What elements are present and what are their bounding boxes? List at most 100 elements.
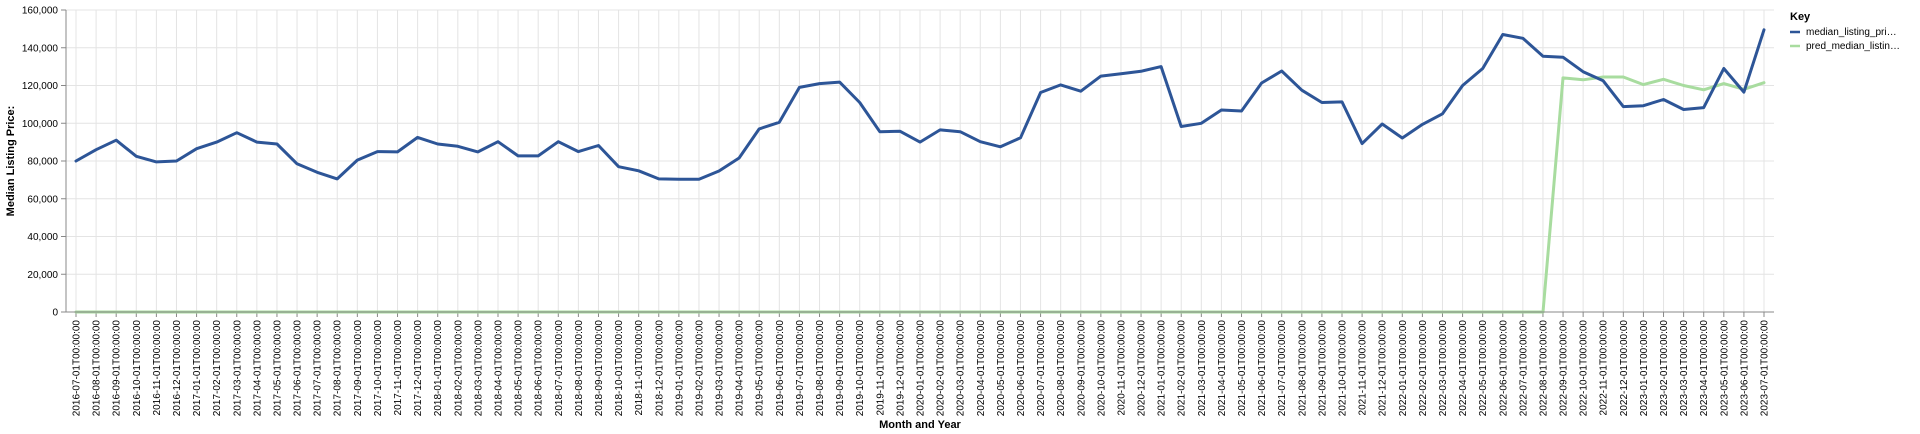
x-tick-label: 2018-02-01T00:00:00 bbox=[453, 320, 464, 417]
x-tick-label: 2018-09-01T00:00:00 bbox=[594, 320, 605, 417]
x-tick-label: 2018-04-01T00:00:00 bbox=[494, 320, 505, 417]
x-tick-label: 2019-08-01T00:00:00 bbox=[815, 320, 826, 417]
legend: Key median_listing_pri… pred_median_listi… bbox=[1790, 11, 1900, 52]
x-tick-label: 2020-05-01T00:00:00 bbox=[996, 320, 1007, 417]
x-tick-label: 2019-07-01T00:00:00 bbox=[795, 320, 806, 417]
x-tick-label: 2018-01-01T00:00:00 bbox=[433, 320, 444, 417]
x-tick-label: 2020-09-01T00:00:00 bbox=[1076, 320, 1087, 417]
x-tick-label: 2019-05-01T00:00:00 bbox=[755, 320, 766, 417]
x-tick-label: 2020-06-01T00:00:00 bbox=[1016, 320, 1027, 417]
x-tick-label: 2022-10-01T00:00:00 bbox=[1579, 320, 1590, 417]
x-tick-label: 2022-03-01T00:00:00 bbox=[1438, 320, 1449, 417]
x-tick-label: 2020-03-01T00:00:00 bbox=[956, 320, 967, 417]
x-tick-label: 2020-11-01T00:00:00 bbox=[1116, 320, 1127, 416]
x-tick-label: 2022-08-01T00:00:00 bbox=[1538, 320, 1549, 417]
y-tick-label: 20,000 bbox=[27, 270, 58, 281]
x-tick-label: 2021-09-01T00:00:00 bbox=[1317, 320, 1328, 417]
x-tick-label: 2017-12-01T00:00:00 bbox=[413, 320, 424, 417]
x-tick-label: 2019-02-01T00:00:00 bbox=[694, 320, 705, 417]
x-tick-label: 2019-03-01T00:00:00 bbox=[715, 320, 726, 417]
y-tick-label: 140,000 bbox=[22, 43, 59, 54]
y-tick-label: 120,000 bbox=[22, 81, 59, 92]
x-tick-label: 2017-02-01T00:00:00 bbox=[212, 320, 223, 417]
legend-entry: pred_median_listin… bbox=[1806, 41, 1900, 52]
x-tick-label: 2022-09-01T00:00:00 bbox=[1559, 320, 1570, 417]
x-tick-label: 2017-08-01T00:00:00 bbox=[333, 320, 344, 417]
y-tick-label: 0 bbox=[52, 308, 58, 319]
x-tick-label: 2020-04-01T00:00:00 bbox=[976, 320, 987, 417]
x-tick-label: 2021-04-01T00:00:00 bbox=[1217, 320, 1228, 417]
x-tick-label: 2022-05-01T00:00:00 bbox=[1478, 320, 1489, 417]
y-tick-label: 80,000 bbox=[27, 157, 58, 168]
x-tick-label: 2023-04-01T00:00:00 bbox=[1699, 320, 1710, 417]
x-tick-label: 2016-10-01T00:00:00 bbox=[132, 320, 143, 417]
x-tick-label: 2021-01-01T00:00:00 bbox=[1157, 320, 1168, 417]
x-tick-label: 2016-09-01T00:00:00 bbox=[112, 320, 123, 417]
x-tick-label: 2020-08-01T00:00:00 bbox=[1056, 320, 1067, 417]
legend-entry: median_listing_pri… bbox=[1806, 27, 1897, 38]
x-tick-label: 2022-11-01T00:00:00 bbox=[1599, 320, 1610, 416]
x-tick-label: 2021-10-01T00:00:00 bbox=[1338, 320, 1349, 417]
x-tick-label: 2017-06-01T00:00:00 bbox=[293, 320, 304, 417]
x-tick-label: 2017-11-01T00:00:00 bbox=[393, 320, 404, 416]
x-tick-label: 2018-10-01T00:00:00 bbox=[614, 320, 625, 417]
x-tick-label: 2017-10-01T00:00:00 bbox=[373, 320, 384, 417]
x-tick-label: 2017-03-01T00:00:00 bbox=[232, 320, 243, 417]
x-tick-label: 2017-04-01T00:00:00 bbox=[252, 320, 263, 417]
x-tick-label: 2020-02-01T00:00:00 bbox=[936, 320, 947, 417]
x-tick-label: 2020-07-01T00:00:00 bbox=[1036, 320, 1047, 417]
x-tick-label: 2021-12-01T00:00:00 bbox=[1378, 320, 1389, 417]
x-tick-label: 2023-05-01T00:00:00 bbox=[1719, 320, 1730, 417]
x-tick-label: 2016-07-01T00:00:00 bbox=[72, 320, 83, 417]
x-tick-label: 2021-03-01T00:00:00 bbox=[1197, 320, 1208, 417]
x-tick-label: 2023-03-01T00:00:00 bbox=[1679, 320, 1690, 417]
x-tick-label: 2021-08-01T00:00:00 bbox=[1297, 320, 1308, 417]
x-tick-label: 2018-07-01T00:00:00 bbox=[554, 320, 565, 417]
y-tick-label: 160,000 bbox=[22, 6, 59, 17]
y-tick-label: 40,000 bbox=[27, 232, 58, 243]
x-tick-label: 2021-02-01T00:00:00 bbox=[1177, 320, 1188, 417]
x-tick-label: 2023-07-01T00:00:00 bbox=[1760, 320, 1771, 417]
x-tick-label: 2016-11-01T00:00:00 bbox=[152, 320, 163, 416]
x-tick-label: 2023-06-01T00:00:00 bbox=[1739, 320, 1750, 417]
x-tick-label: 2022-01-01T00:00:00 bbox=[1398, 320, 1409, 417]
x-tick-label: 2018-03-01T00:00:00 bbox=[473, 320, 484, 417]
x-tick-label: 2016-12-01T00:00:00 bbox=[172, 320, 183, 417]
x-tick-label: 2019-04-01T00:00:00 bbox=[735, 320, 746, 417]
grid bbox=[66, 9, 1774, 313]
x-tick-label: 2021-05-01T00:00:00 bbox=[1237, 320, 1248, 417]
series-line-median-listing-pri- bbox=[74, 28, 1766, 181]
y-axis-ticks: 0 20,000 40,000 60,000 80,000 100,000 120,000 1… bbox=[22, 6, 66, 319]
x-tick-label: 2017-09-01T00:00:00 bbox=[353, 320, 364, 417]
x-tick-label: 2019-01-01T00:00:00 bbox=[674, 320, 685, 417]
x-axis-title: Month and Year bbox=[879, 419, 961, 431]
y-tick-label: 60,000 bbox=[27, 194, 58, 205]
x-tick-label: 2017-05-01T00:00:00 bbox=[272, 320, 283, 417]
y-tick-label: 100,000 bbox=[22, 119, 59, 130]
x-tick-label: 2018-11-01T00:00:00 bbox=[634, 320, 645, 416]
x-tick-label: 2017-07-01T00:00:00 bbox=[313, 320, 324, 417]
x-tick-label: 2021-06-01T00:00:00 bbox=[1257, 320, 1268, 417]
x-tick-label: 2018-12-01T00:00:00 bbox=[654, 320, 665, 417]
x-tick-label: 2021-11-01T00:00:00 bbox=[1358, 320, 1369, 416]
x-tick-label: 2019-11-01T00:00:00 bbox=[875, 320, 886, 416]
x-tick-label: 2022-07-01T00:00:00 bbox=[1518, 320, 1529, 417]
x-tick-label: 2022-06-01T00:00:00 bbox=[1498, 320, 1509, 417]
x-tick-label: 2020-12-01T00:00:00 bbox=[1137, 320, 1148, 417]
x-tick-label: 2019-06-01T00:00:00 bbox=[775, 320, 786, 417]
x-tick-label: 2022-04-01T00:00:00 bbox=[1458, 320, 1469, 417]
x-tick-label: 2018-08-01T00:00:00 bbox=[574, 320, 585, 417]
x-tick-label: 2016-08-01T00:00:00 bbox=[92, 320, 103, 417]
x-tick-label: 2017-01-01T00:00:00 bbox=[192, 320, 203, 417]
x-tick-label: 2018-06-01T00:00:00 bbox=[534, 320, 545, 417]
x-tick-label: 2020-01-01T00:00:00 bbox=[916, 320, 927, 417]
x-tick-label: 2019-12-01T00:00:00 bbox=[895, 320, 906, 417]
x-tick-label: 2023-01-01T00:00:00 bbox=[1639, 320, 1650, 417]
x-tick-label: 2022-02-01T00:00:00 bbox=[1418, 320, 1429, 417]
x-tick-label: 2023-02-01T00:00:00 bbox=[1659, 320, 1670, 417]
x-tick-label: 2019-10-01T00:00:00 bbox=[855, 320, 866, 417]
x-tick-label: 2021-07-01T00:00:00 bbox=[1277, 320, 1288, 417]
x-tick-label: 2020-10-01T00:00:00 bbox=[1096, 320, 1107, 417]
legend-title: Key bbox=[1790, 11, 1811, 23]
